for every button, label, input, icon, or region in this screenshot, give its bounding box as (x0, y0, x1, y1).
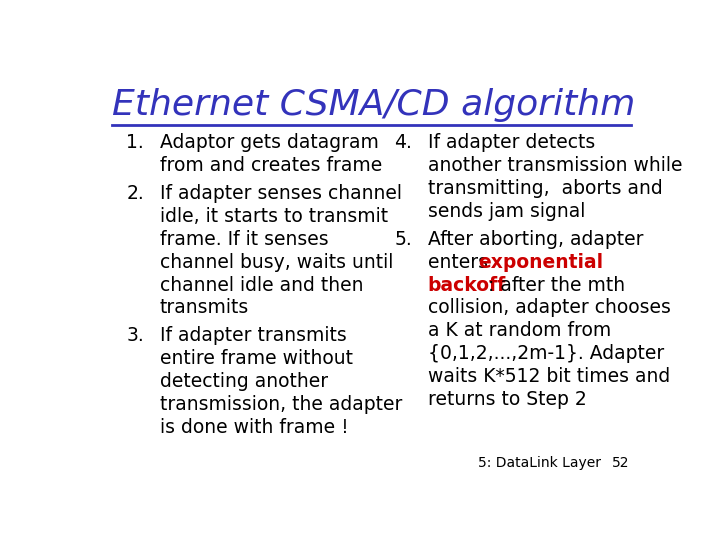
Text: 4.: 4. (394, 133, 412, 152)
Text: Ethernet CSMA/CD algorithm: Ethernet CSMA/CD algorithm (112, 87, 636, 122)
Text: idle, it starts to transmit: idle, it starts to transmit (160, 207, 388, 226)
Text: collision, adapter chooses: collision, adapter chooses (428, 299, 670, 318)
Text: 52: 52 (612, 456, 629, 470)
Text: Adaptor gets datagram: Adaptor gets datagram (160, 133, 379, 152)
Text: waits K*512 bit times and: waits K*512 bit times and (428, 367, 670, 386)
Text: is done with frame !: is done with frame ! (160, 418, 348, 437)
Text: from and creates frame: from and creates frame (160, 156, 382, 176)
Text: detecting another: detecting another (160, 372, 328, 391)
Text: : after the mth: : after the mth (488, 275, 626, 295)
Text: If adapter detects: If adapter detects (428, 133, 595, 152)
Text: transmission, the adapter: transmission, the adapter (160, 395, 402, 414)
Text: sends jam signal: sends jam signal (428, 202, 585, 221)
Text: backoff: backoff (428, 275, 506, 295)
Text: frame. If it senses: frame. If it senses (160, 230, 328, 249)
Text: If adapter senses channel: If adapter senses channel (160, 184, 402, 203)
Text: 1.: 1. (126, 133, 144, 152)
Text: a K at random from: a K at random from (428, 321, 611, 340)
Text: exponential: exponential (479, 253, 604, 272)
Text: {0,1,2,...,2m-1}. Adapter: {0,1,2,...,2m-1}. Adapter (428, 344, 664, 363)
Text: If adapter transmits: If adapter transmits (160, 326, 346, 346)
Text: transmits: transmits (160, 299, 249, 318)
Text: another transmission while: another transmission while (428, 156, 682, 176)
Text: 5.: 5. (394, 230, 412, 249)
Text: channel busy, waits until: channel busy, waits until (160, 253, 393, 272)
Text: 2.: 2. (126, 184, 144, 203)
Text: 5: DataLink Layer: 5: DataLink Layer (478, 456, 600, 470)
Text: entire frame without: entire frame without (160, 349, 353, 368)
Text: transmitting,  aborts and: transmitting, aborts and (428, 179, 662, 198)
Text: channel idle and then: channel idle and then (160, 275, 364, 295)
Text: returns to Step 2: returns to Step 2 (428, 390, 586, 409)
Text: After aborting, adapter: After aborting, adapter (428, 230, 643, 249)
Text: enters: enters (428, 253, 494, 272)
Text: 3.: 3. (126, 326, 144, 346)
